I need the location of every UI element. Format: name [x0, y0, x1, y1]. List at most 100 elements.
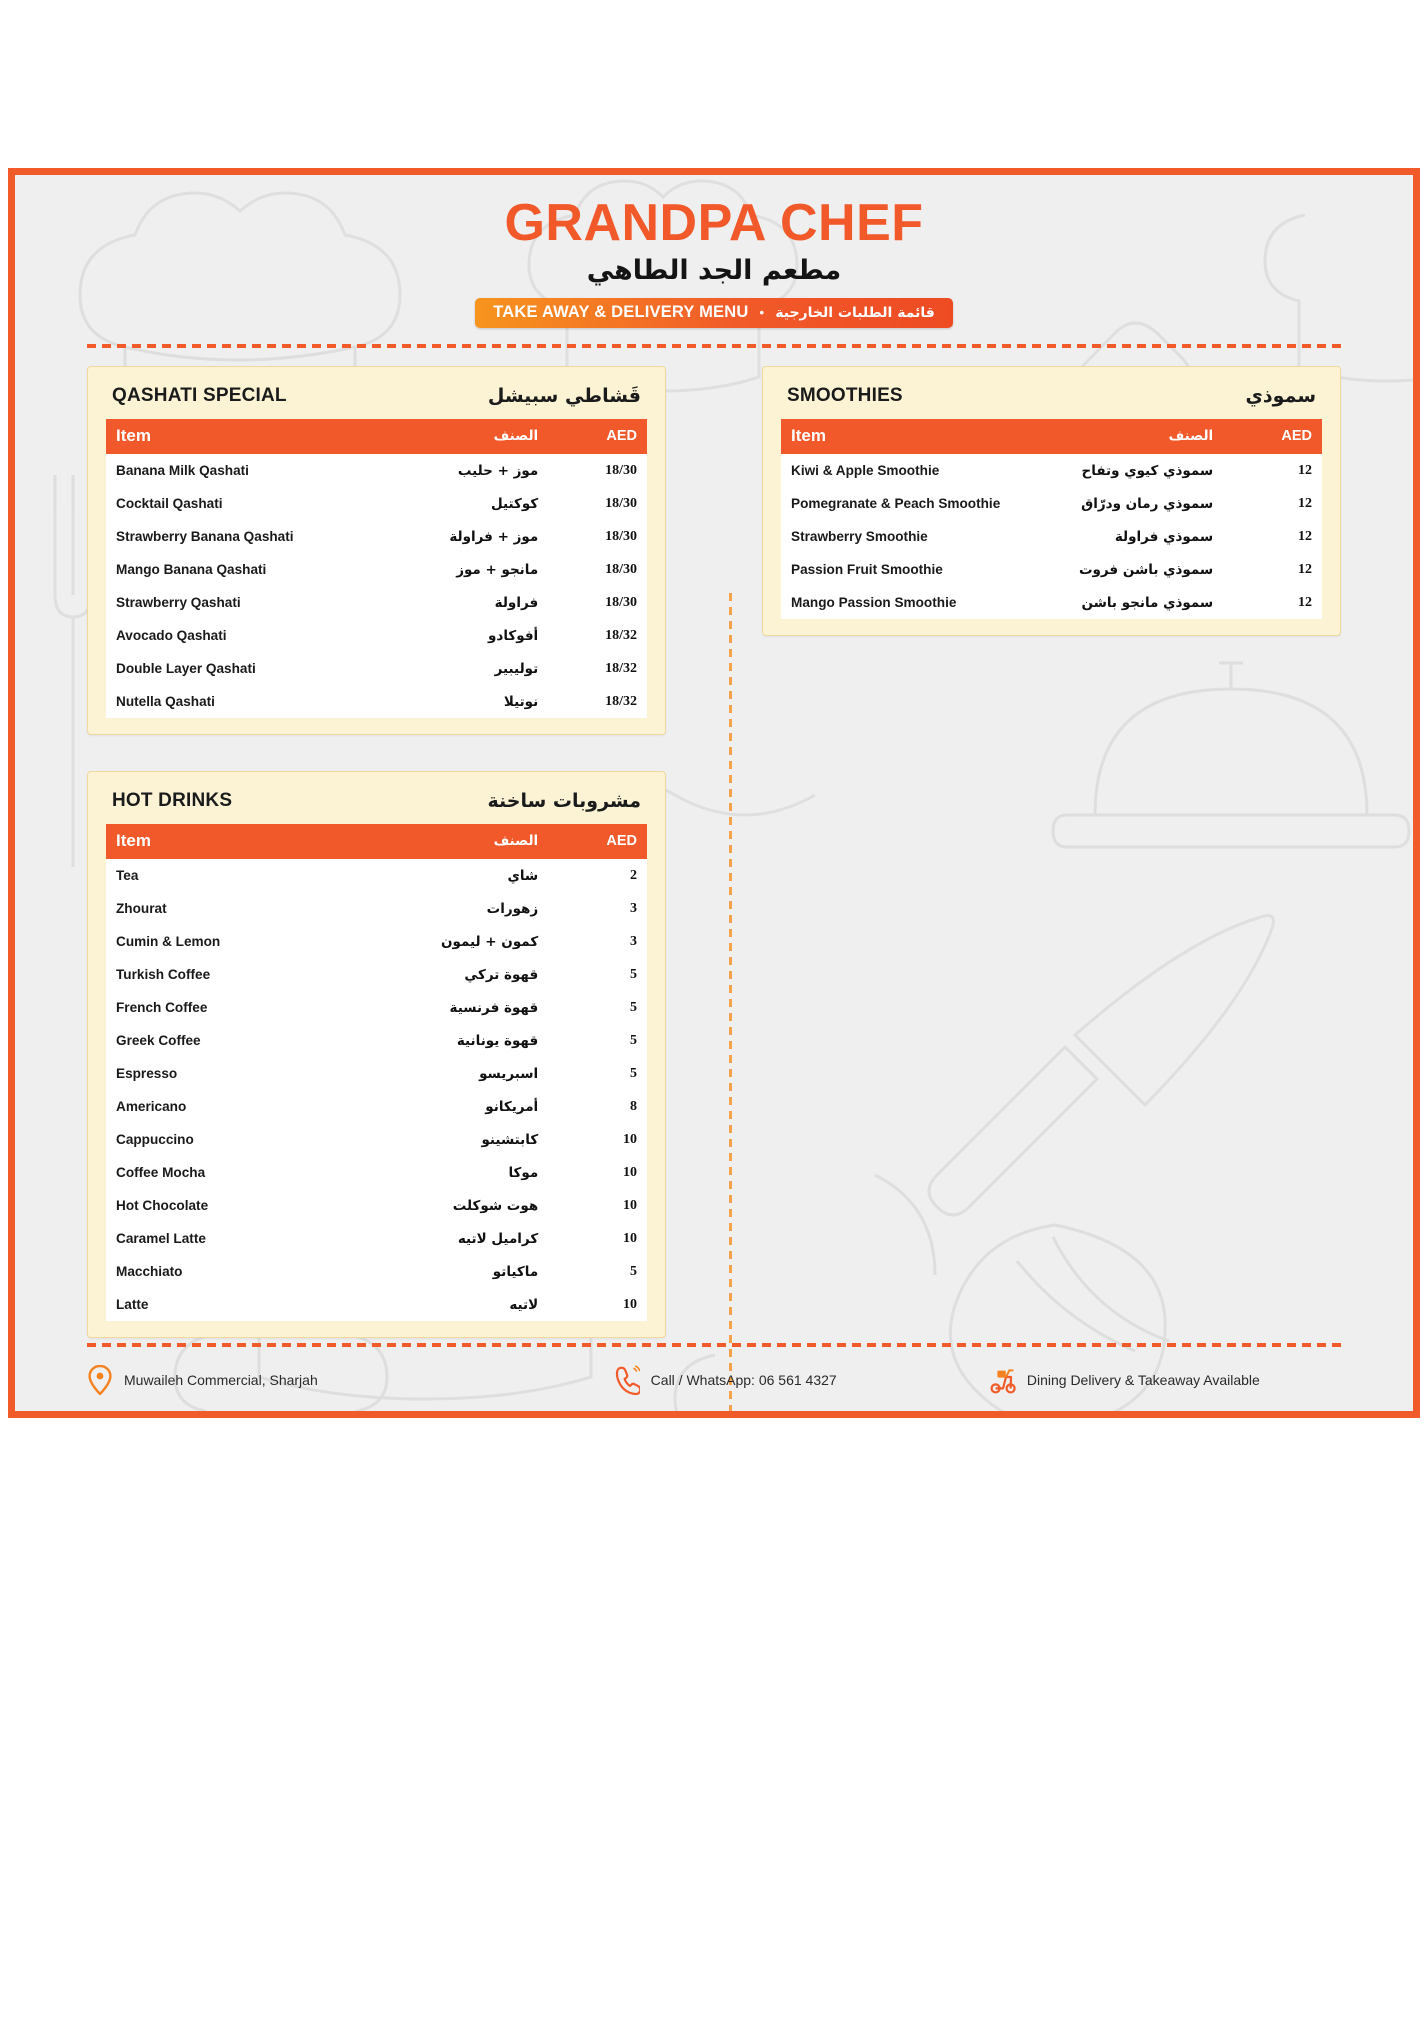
column-header-item-arabic: الصنف — [1040, 419, 1220, 454]
item-price: 10 — [544, 1189, 647, 1222]
item-price: 10 — [544, 1123, 647, 1156]
table-row: Americano أمريكانو 8 — [106, 1090, 647, 1123]
scooter-delivery-icon — [990, 1369, 1016, 1394]
item-name-arabic: فراولة — [365, 586, 545, 619]
footer-phone[interactable]: Call / WhatsApp: 06 561 4327 — [614, 1365, 990, 1395]
item-name-arabic: نوتيلا — [365, 685, 545, 718]
item-name-arabic: زهورات — [365, 892, 545, 925]
item-name-arabic: كمون + ليمون — [365, 925, 545, 958]
section-title-arabic: مشروبات ساخنة — [487, 790, 642, 812]
column-header-item-arabic: الصنف — [365, 824, 545, 859]
table-row: Pomegranate & Peach Smoothie سموذي رمان و… — [781, 487, 1322, 520]
item-name-arabic: شاي — [365, 859, 545, 892]
table-row: Mango Banana Qashati مانجو + موز 18/30 — [106, 553, 647, 586]
section-header: SMOOTHIES سموذي — [781, 381, 1322, 419]
item-name-arabic: هوت شوكلت — [365, 1189, 545, 1222]
item-price: 5 — [544, 991, 647, 1024]
item-price: 12 — [1219, 454, 1322, 487]
table-row: Cocktail Qashati كوكتيل 18/30 — [106, 487, 647, 520]
table-row: Latte لاتيه 10 — [106, 1288, 647, 1321]
table-row: Strawberry Qashati فراولة 18/30 — [106, 586, 647, 619]
section-qashati-special: QASHATI SPECIAL قَشاطي سبيشل Item الصنف … — [87, 366, 666, 735]
table-row: Strawberry Banana Qashati موز + فراولة 18/… — [106, 520, 647, 553]
item-price: 18/30 — [544, 454, 647, 487]
item-name: Mango Banana Qashati — [106, 553, 366, 586]
table-row: Tea شاي 2 — [106, 859, 647, 892]
item-price: 3 — [544, 892, 647, 925]
item-price: 12 — [1219, 586, 1322, 619]
table-row: Avocado Qashati أفوكادو 18/32 — [106, 619, 647, 652]
footer-divider — [87, 1343, 1341, 1347]
menu-page: GRANDPA CHEF مطعم الجد الطاهي TAKE AWAY … — [8, 168, 1420, 1418]
item-price: 18/30 — [544, 520, 647, 553]
item-name-arabic: موكا — [365, 1156, 545, 1189]
item-name-arabic: سموذي كيوي وتفاح — [1040, 454, 1220, 487]
item-price: 18/32 — [544, 619, 647, 652]
item-price: 5 — [544, 1057, 647, 1090]
table-row: Espresso اسبريسو 5 — [106, 1057, 647, 1090]
item-name-arabic: موز + حليب — [365, 454, 545, 487]
section-title: QASHATI SPECIAL — [112, 385, 287, 406]
section-title: HOT DRINKS — [112, 790, 233, 811]
column-header-item: Item — [106, 419, 366, 454]
item-name: Nutella Qashati — [106, 685, 366, 718]
column-header-item: Item — [106, 824, 366, 859]
item-name-arabic: كوكتيل — [365, 487, 545, 520]
item-name-arabic: أفوكادو — [365, 619, 545, 652]
column-header-aed: AED — [1219, 419, 1322, 454]
item-name: Cocktail Qashati — [106, 487, 366, 520]
table-header-row: Item الصنف AED — [106, 824, 647, 859]
item-name-arabic: سموذي باشن فروت — [1040, 553, 1220, 586]
section-title-arabic: قَشاطي سبيشل — [487, 385, 641, 407]
menu-table: Item الصنف AED Banana Milk Qashati موز + … — [106, 419, 647, 718]
table-row: Zhourat زهورات 3 — [106, 892, 647, 925]
item-name: Avocado Qashati — [106, 619, 366, 652]
item-price: 2 — [544, 859, 647, 892]
item-price: 12 — [1219, 520, 1322, 553]
item-name-arabic: كراميل لاتيه — [365, 1222, 545, 1255]
item-name-arabic: اسبريسو — [365, 1057, 545, 1090]
table-row: Cappuccino كابتشينو 10 — [106, 1123, 647, 1156]
item-name: Strawberry Smoothie — [781, 520, 1041, 553]
item-price: 10 — [544, 1156, 647, 1189]
menu-table: Item الصنف AED Tea شاي 2 Zhourat زهورات 3 Cu… — [106, 824, 647, 1321]
item-name: Zhourat — [106, 892, 366, 925]
table-row: Coffee Mocha موكا 10 — [106, 1156, 647, 1189]
item-name: Mango Passion Smoothie — [781, 586, 1041, 619]
item-name-arabic: قهوة يونانية — [365, 1024, 545, 1057]
footer-location-text: Muwaileh Commercial, Sharjah — [124, 1372, 318, 1388]
item-price: 18/32 — [544, 685, 647, 718]
item-name-arabic: مانجو + موز — [365, 553, 545, 586]
table-row: Turkish Coffee قهوة تركي 5 — [106, 958, 647, 991]
table-row: Caramel Latte كراميل لاتيه 10 — [106, 1222, 647, 1255]
item-name-arabic: سموذي مانجو باشن — [1040, 586, 1220, 619]
footer-delivery: Dining Delivery & Takeaway Available — [990, 1365, 1341, 1395]
item-name: Pomegranate & Peach Smoothie — [781, 487, 1041, 520]
table-row: Mango Passion Smoothie سموذي مانجو باشن 12 — [781, 586, 1322, 619]
menu-table: Item الصنف AED Kiwi & Apple Smoothie سموذ… — [781, 419, 1322, 619]
item-name: Macchiato — [106, 1255, 366, 1288]
column-header-aed: AED — [544, 419, 647, 454]
item-name: Banana Milk Qashati — [106, 454, 366, 487]
column-header-item-arabic: الصنف — [365, 419, 545, 454]
item-price: 18/30 — [544, 553, 647, 586]
item-name-arabic: سموذي فراولة — [1040, 520, 1220, 553]
item-price: 8 — [544, 1090, 647, 1123]
item-name-arabic: كابتشينو — [365, 1123, 545, 1156]
item-name: Americano — [106, 1090, 366, 1123]
item-price: 18/30 — [544, 487, 647, 520]
item-name: Turkish Coffee — [106, 958, 366, 991]
section-header: HOT DRINKS مشروبات ساخنة — [106, 786, 647, 824]
footer-phone-text: Call / WhatsApp: 06 561 4327 — [650, 1372, 837, 1388]
table-header-row: Item الصنف AED — [781, 419, 1322, 454]
table-row: Macchiato ماكياتو 5 — [106, 1255, 647, 1288]
section-hot-drinks: HOT DRINKS مشروبات ساخنة Item الصنف AED … — [87, 771, 666, 1338]
table-header-row: Item الصنف AED — [106, 419, 647, 454]
table-row: Cumin & Lemon كمون + ليمون 3 — [106, 925, 647, 958]
item-price: 5 — [544, 1255, 647, 1288]
item-name-arabic: ماكياتو — [365, 1255, 545, 1288]
brand-title-arabic: مطعم الجد الطاهي — [586, 255, 842, 286]
item-name: Caramel Latte — [106, 1222, 366, 1255]
item-price: 12 — [1219, 553, 1322, 586]
footer-delivery-text: Dining Delivery & Takeaway Available — [1026, 1372, 1260, 1388]
